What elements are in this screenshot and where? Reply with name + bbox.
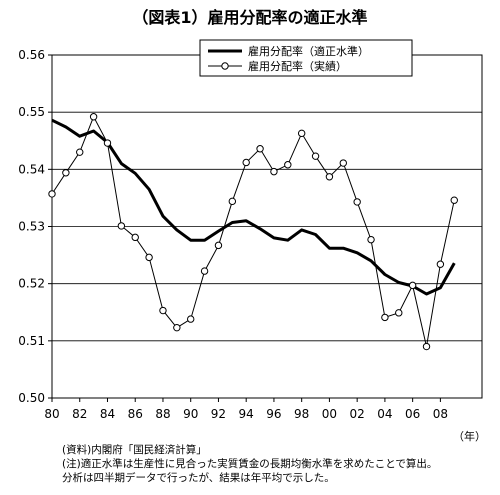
data-point-actual	[436, 260, 445, 268]
data-point-actual	[353, 198, 361, 206]
x-tick-label: 98	[294, 407, 309, 421]
data-point-actual	[159, 306, 167, 315]
y-tick-label: 0.55	[18, 105, 45, 119]
x-tick-label: 90	[183, 407, 198, 421]
x-tick-label: 84	[100, 407, 115, 421]
y-tick-label: 0.56	[18, 48, 45, 62]
x-tick-label: 82	[72, 407, 87, 421]
data-point-actual	[395, 309, 403, 317]
data-point-actual	[270, 167, 278, 176]
data-point-actual	[311, 152, 320, 160]
data-point-actual	[325, 173, 334, 181]
data-point-actual	[173, 323, 181, 332]
data-point-actual	[48, 190, 56, 198]
x-tick-label: 06	[405, 407, 420, 421]
source-note: (資料)内閣府「国民経済計算」	[62, 444, 207, 456]
data-point-actual	[62, 169, 70, 177]
y-tick-label: 0.54	[18, 162, 45, 176]
x-tick-label: 08	[433, 407, 448, 421]
data-point-actual	[89, 113, 98, 121]
y-tick-label: 0.51	[18, 334, 45, 348]
data-point-actual	[145, 253, 153, 262]
data-point-actual	[367, 235, 375, 244]
data-point-actual	[408, 281, 417, 290]
x-tick-label: 80	[44, 407, 59, 421]
data-point-actual	[242, 158, 250, 167]
data-point-actual	[228, 197, 237, 206]
legend-marker-actual	[221, 62, 229, 70]
x-tick-label: 02	[350, 407, 365, 421]
x-tick-label: 88	[155, 407, 170, 421]
x-tick-label: 92	[211, 407, 226, 421]
x-tick-label: 96	[266, 407, 281, 421]
notes: (資料)内閣府「国民経済計算」 (注)適正水準は生産性に見合った実質賃金の長期均…	[62, 443, 437, 485]
data-point-actual	[284, 161, 292, 169]
legend-label-appropriate-level: 雇用分配率（適正水準）	[248, 44, 369, 58]
footnote: (注)適正水準は生産性に見合った実質賃金の長期均衡水準を求めたことで算出。	[62, 458, 438, 470]
data-point-actual	[187, 315, 195, 323]
data-point-actual	[76, 148, 84, 156]
x-axis-unit: （年）	[453, 429, 486, 443]
legend	[199, 39, 413, 77]
data-point-actual	[200, 267, 209, 275]
x-tick-label: 00	[322, 407, 337, 421]
legend-label-actual: 雇用分配率（実績）	[248, 59, 347, 73]
data-point-actual	[214, 241, 223, 250]
x-tick-label: 94	[239, 407, 254, 421]
data-point-actual	[117, 222, 126, 230]
data-point-actual	[103, 139, 112, 147]
data-point-actual	[381, 313, 389, 322]
chart-title: （図表1）雇用分配率の適正水準	[132, 8, 368, 27]
data-point-actual	[131, 233, 139, 242]
analysis-note: 分析は四半期データで行ったが、結果は年平均で示した。	[62, 472, 335, 484]
x-tick-label: 04	[377, 407, 392, 421]
x-tick-label: 86	[128, 407, 143, 421]
data-point-actual	[297, 129, 306, 138]
y-tick-label: 0.52	[18, 277, 45, 291]
y-tick-label: 0.53	[18, 220, 45, 234]
y-tick-label: 0.50	[18, 391, 45, 405]
data-point-actual	[339, 159, 347, 167]
data-point-actual	[422, 342, 431, 351]
data-point-actual	[256, 145, 264, 153]
series-line-appropriate-level	[51, 118, 456, 296]
data-point-actual	[450, 196, 458, 204]
